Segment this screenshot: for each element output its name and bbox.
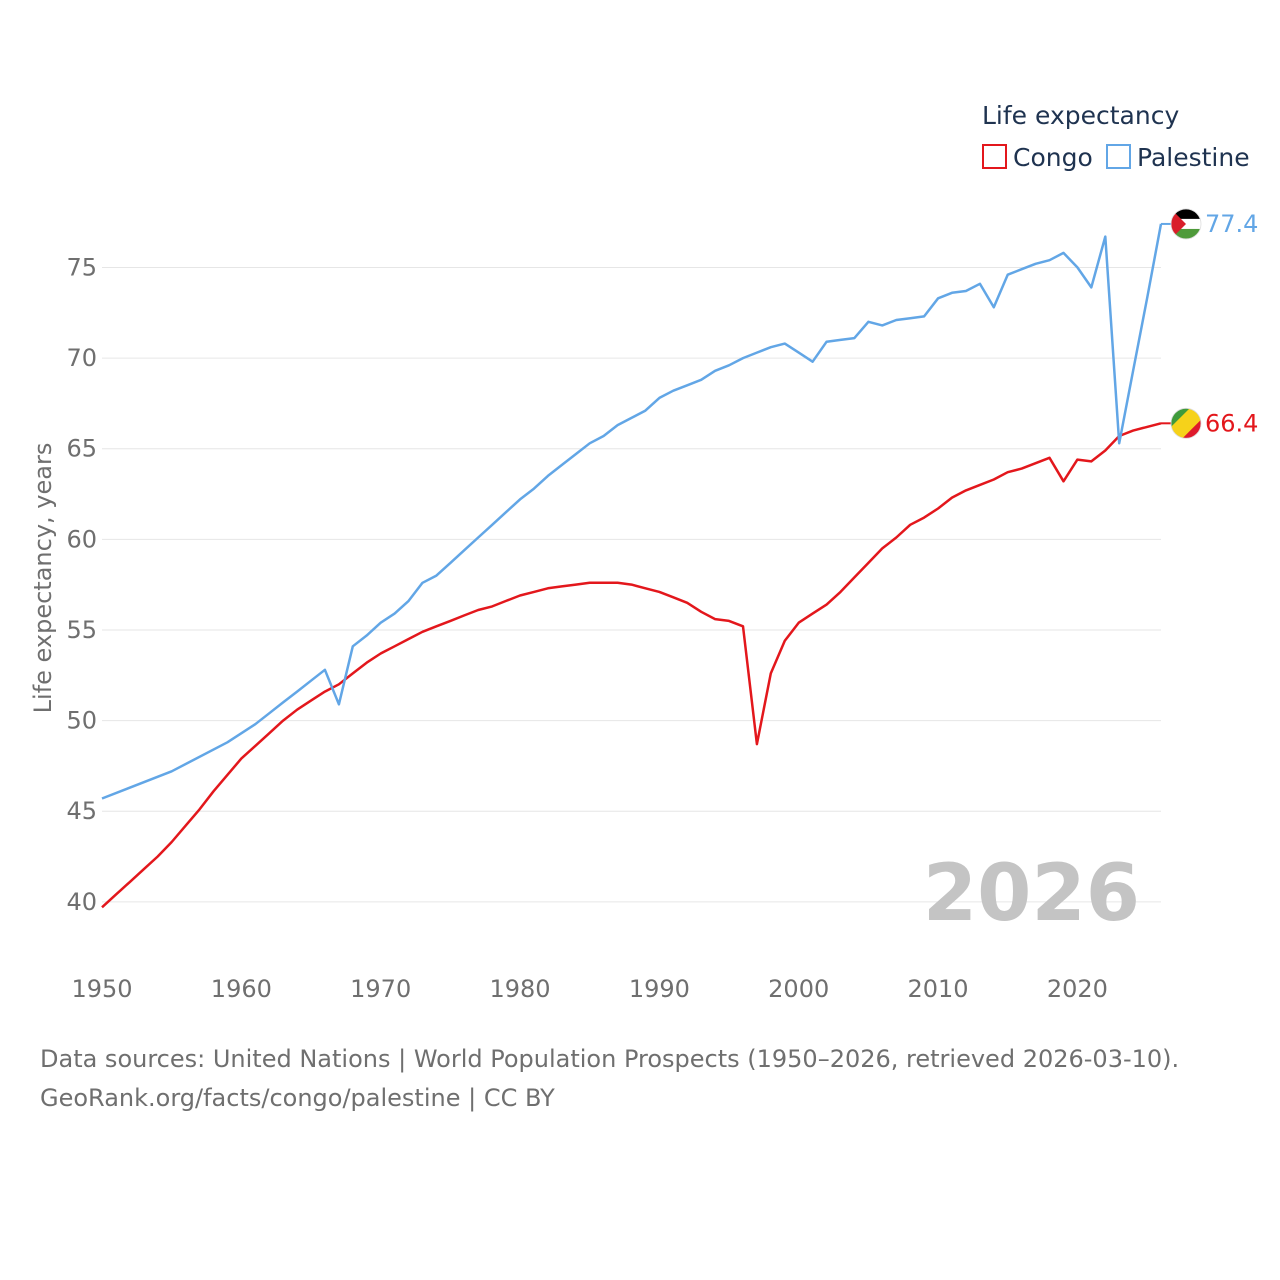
palestine-flag-icon (1170, 208, 1202, 240)
x-tick-1980: 1980 (489, 975, 550, 1003)
series-end-labels: 66.4 77.4 (1161, 208, 1258, 439)
end-label-congo: 66.4 (1205, 409, 1258, 437)
x-tick-2020: 2020 (1047, 975, 1108, 1003)
y-tick-55: 55 (66, 616, 97, 644)
y-tick-45: 45 (66, 797, 97, 825)
x-tick-2010: 2010 (908, 975, 969, 1003)
source-line-1: Data sources: United Nations | World Pop… (40, 1045, 1180, 1073)
y-axis-label: Life expectancy, years (29, 443, 57, 714)
x-tick-2000: 2000 (768, 975, 829, 1003)
gridlines (102, 266, 1161, 903)
series-line-palestine (101, 223, 1163, 800)
legend-label-congo[interactable]: Congo (1013, 143, 1093, 172)
y-tick-50: 50 (66, 707, 97, 735)
x-tick-1950: 1950 (71, 975, 132, 1003)
y-tick-40: 40 (66, 888, 97, 916)
y-axis-ticks: 40 45 50 55 60 65 70 75 (66, 253, 97, 915)
year-watermark: 2026 (923, 849, 1140, 939)
x-tick-1970: 1970 (350, 975, 411, 1003)
source-line-2[interactable]: GeoRank.org/facts/congo/palestine | CC B… (40, 1084, 555, 1112)
legend: Life expectancy Congo Palestine (982, 101, 1250, 172)
series-lines (101, 223, 1163, 909)
x-tick-1960: 1960 (211, 975, 272, 1003)
x-tick-1990: 1990 (629, 975, 690, 1003)
congo-flag-icon (1170, 407, 1202, 439)
legend-swatch-palestine[interactable] (1106, 144, 1131, 169)
series-line-congo (101, 422, 1162, 909)
y-tick-75: 75 (66, 253, 97, 281)
y-tick-60: 60 (66, 525, 97, 553)
y-tick-65: 65 (66, 435, 97, 463)
legend-swatch-congo[interactable] (982, 144, 1007, 169)
legend-label-palestine[interactable]: Palestine (1137, 143, 1250, 172)
legend-title: Life expectancy (982, 101, 1179, 130)
y-tick-70: 70 (66, 344, 97, 372)
end-label-palestine: 77.4 (1205, 210, 1258, 238)
line-chart: 40 45 50 55 60 65 70 75 1950 1960 1970 1980 1990 200… (29, 101, 1258, 1003)
x-axis-ticks: 1950 1960 1970 1980 1990 2000 2010 2020 (71, 975, 1107, 1003)
